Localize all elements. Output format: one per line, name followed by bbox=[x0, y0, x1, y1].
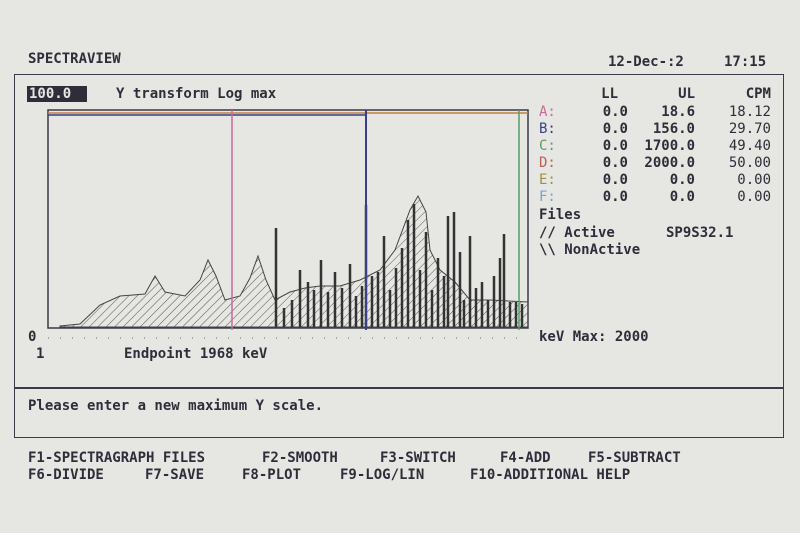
column-header: LL bbox=[601, 86, 618, 102]
function-key[interactable]: F5-SUBTRACT bbox=[588, 450, 681, 466]
files-title: Files bbox=[539, 207, 582, 223]
message: Please enter a new maximum Y scale. bbox=[28, 398, 324, 414]
date: 12-Dec-:2 bbox=[608, 54, 684, 70]
scale-input[interactable]: 100.0 bbox=[27, 86, 88, 102]
row-key: D: bbox=[539, 155, 556, 171]
cell: 50.00 bbox=[728, 155, 771, 171]
cell: 0.0 bbox=[669, 172, 695, 188]
plot-frame bbox=[47, 109, 529, 329]
cell: 1700.0 bbox=[644, 138, 695, 154]
cell: 0.00 bbox=[737, 172, 771, 188]
cell: 0.0 bbox=[669, 189, 695, 205]
app-title: SPECTRAVIEW bbox=[28, 51, 121, 67]
cell: 18.6 bbox=[661, 104, 695, 120]
nonactive-legend: \\ NonActive bbox=[539, 242, 641, 258]
endpoint: Endpoint 1968 keV bbox=[124, 346, 268, 362]
spectrum-area bbox=[59, 194, 529, 328]
time: 17:15 bbox=[724, 54, 767, 70]
cell: 0.00 bbox=[737, 189, 771, 205]
cell: 0.0 bbox=[602, 104, 628, 120]
cell: 2000.0 bbox=[644, 155, 695, 171]
prompt-label: Y transform Log max bbox=[116, 86, 277, 102]
function-key[interactable]: F1-SPECTRAGRAPH FILES bbox=[28, 450, 206, 466]
function-key[interactable]: F6-DIVIDE bbox=[28, 467, 104, 483]
row-key: E: bbox=[539, 172, 556, 188]
function-key[interactable]: F7-SAVE bbox=[145, 467, 205, 483]
row-key: B: bbox=[539, 121, 556, 137]
function-key[interactable]: F9-LOG/LIN bbox=[340, 467, 425, 483]
cell: 18.12 bbox=[728, 104, 771, 120]
function-key[interactable]: F10-ADDITIONAL HELP bbox=[470, 467, 631, 483]
divider bbox=[14, 387, 784, 389]
active-file: SP9S32.1 bbox=[666, 225, 734, 241]
function-key[interactable]: F3-SWITCH bbox=[380, 450, 456, 466]
function-key[interactable]: F8-PLOT bbox=[242, 467, 302, 483]
row-key: C: bbox=[539, 138, 556, 154]
y-min-label: 0 bbox=[28, 329, 37, 345]
cell: 29.70 bbox=[728, 121, 771, 137]
main-frame bbox=[14, 74, 784, 438]
cell: 0.0 bbox=[602, 121, 628, 137]
row-key: F: bbox=[539, 189, 556, 205]
cell: 0.0 bbox=[602, 172, 628, 188]
function-key[interactable]: F4-ADD bbox=[500, 450, 551, 466]
cell: 0.0 bbox=[602, 189, 628, 205]
function-key[interactable]: F2-SMOOTH bbox=[262, 450, 338, 466]
active-legend: // Active bbox=[539, 225, 615, 241]
row-key: A: bbox=[539, 104, 556, 120]
cell: 156.0 bbox=[652, 121, 695, 137]
cell: 49.40 bbox=[728, 138, 771, 154]
x-min-label: 1 bbox=[36, 346, 45, 362]
column-header: UL bbox=[678, 86, 695, 102]
cell: 0.0 bbox=[602, 138, 628, 154]
kev-max: keV Max: 2000 bbox=[539, 329, 649, 345]
column-header: CPM bbox=[745, 86, 771, 102]
cell: 0.0 bbox=[602, 155, 628, 171]
